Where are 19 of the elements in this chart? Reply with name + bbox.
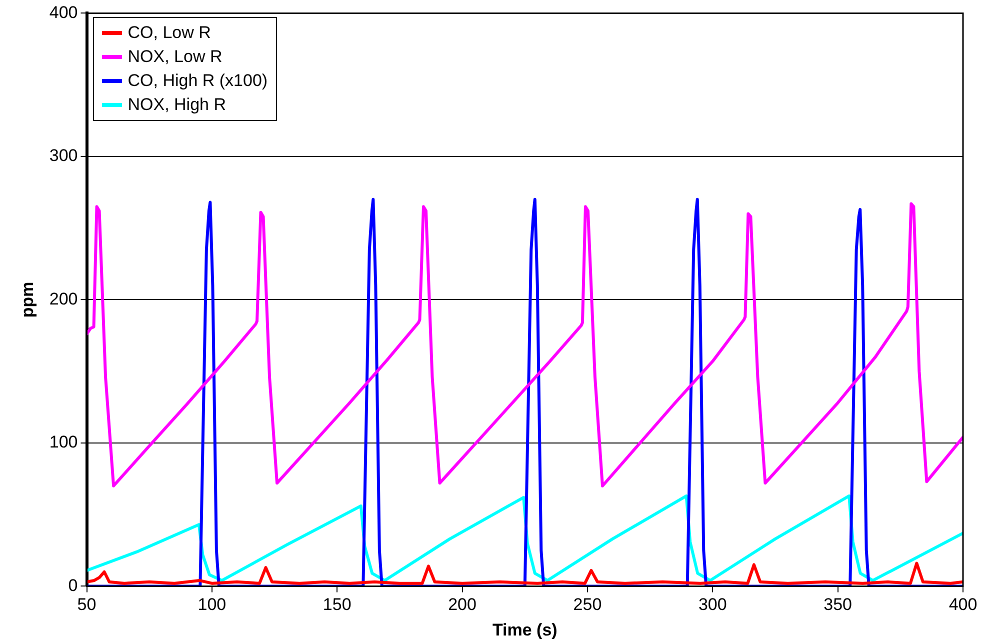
legend-label: CO, High R (x100) (128, 71, 268, 92)
x-tick-label: 200 (448, 595, 476, 614)
x-tick-label: 250 (573, 595, 602, 614)
x-tick-label: 350 (824, 595, 852, 614)
legend-label: CO, Low R (128, 23, 211, 44)
x-tick-label: 400 (948, 595, 978, 614)
x-tick-label: 50 (77, 595, 96, 614)
x-tick-label: 150 (322, 595, 352, 614)
y-tick-label: 400 (49, 2, 78, 22)
y-tick-label: 200 (49, 289, 78, 308)
legend-label: NOX, Low R (128, 47, 222, 68)
y-axis-title: ppm (18, 282, 37, 318)
y-tick-label: 0 (68, 576, 78, 595)
y-tick-label: 100 (49, 432, 78, 452)
x-axis-title: Time (s) (492, 620, 558, 640)
legend-label: NOX, High R (128, 95, 226, 116)
x-tick-label: 300 (698, 595, 727, 614)
x-tick-label: 100 (198, 595, 226, 614)
y-tick-label: 300 (49, 146, 78, 166)
